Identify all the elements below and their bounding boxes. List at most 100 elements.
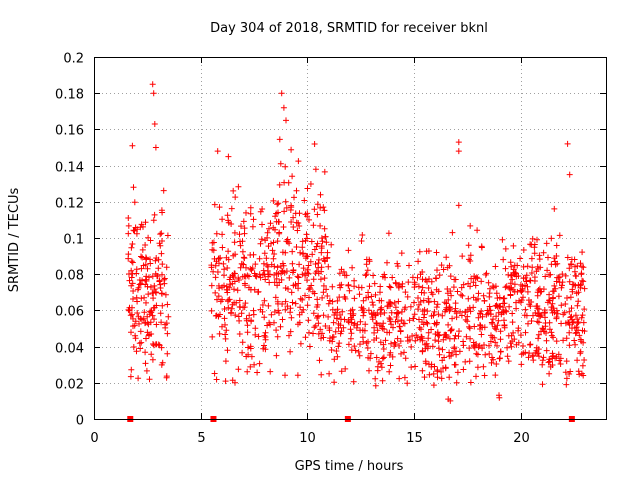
data-point: [208, 307, 215, 314]
data-point: [231, 299, 238, 306]
data-point: [520, 350, 527, 357]
data-point: [364, 267, 371, 274]
data-point: [348, 330, 355, 337]
data-point: [554, 310, 561, 317]
data-point: [563, 335, 570, 342]
data-point: [341, 293, 348, 300]
data-point: [416, 248, 423, 255]
data-point: [314, 201, 321, 208]
data-point: [444, 264, 451, 271]
data-point: [504, 353, 511, 360]
data-point: [568, 305, 575, 312]
data-point: [381, 309, 388, 316]
data-point: [284, 303, 291, 310]
data-point: [272, 294, 279, 301]
data-point: [550, 305, 557, 312]
data-point: [328, 241, 335, 248]
data-point: [125, 255, 132, 262]
data-point: [342, 365, 349, 372]
data-point: [165, 313, 172, 320]
data-point: [454, 288, 461, 295]
data-point: [566, 308, 573, 315]
data-point: [302, 292, 308, 299]
data-point: [273, 210, 280, 217]
data-point: [262, 346, 269, 353]
data-point: [209, 239, 216, 246]
data-point: [240, 218, 247, 225]
data-point: [312, 261, 319, 267]
data-point: [134, 298, 141, 305]
data-point: [354, 321, 361, 328]
data-point: [529, 353, 536, 360]
data-point: [128, 244, 135, 251]
data-point: [135, 375, 142, 382]
data-point: [216, 204, 223, 211]
data-point: [334, 297, 341, 304]
data-point: [426, 371, 433, 378]
data-point: [411, 311, 418, 318]
data-point: [351, 277, 358, 284]
data-point: [251, 361, 258, 368]
data-point: [271, 279, 278, 286]
data-point: [552, 258, 558, 265]
data-point: [143, 299, 149, 306]
data-point: [319, 238, 326, 245]
data-point: [208, 262, 215, 269]
data-point: [289, 248, 296, 255]
data-point: [270, 239, 277, 246]
data-point: [220, 260, 227, 267]
data-point: [276, 181, 283, 188]
data-point: [143, 367, 150, 374]
data-point: [406, 317, 413, 324]
data-point: [520, 294, 526, 301]
data-point: [433, 304, 440, 311]
data-point: [153, 289, 160, 296]
x-tick-label: 5: [197, 431, 205, 446]
data-point: [501, 300, 508, 307]
data-point: [271, 251, 278, 257]
data-point: [423, 248, 430, 255]
data-point: [562, 301, 569, 307]
data-point: [446, 349, 453, 356]
data-point: [387, 362, 394, 369]
data-point: [307, 258, 314, 265]
data-point: [422, 358, 429, 365]
data-point: [462, 358, 469, 365]
data-point: [515, 325, 522, 332]
data-point: [275, 300, 281, 307]
data-point: [247, 345, 254, 352]
data-point: [422, 341, 428, 348]
data-point: [487, 307, 494, 314]
data-point: [321, 168, 328, 175]
data-point: [282, 298, 289, 305]
data-point: [567, 261, 574, 267]
data-point: [398, 317, 405, 324]
data-point: [444, 290, 451, 297]
data-point: [274, 238, 281, 245]
data-point: [559, 282, 565, 289]
data-point: [156, 277, 163, 284]
data-point: [536, 256, 543, 263]
data-point: [549, 288, 556, 295]
data-point: [270, 255, 277, 262]
data-point: [466, 358, 473, 365]
data-point: [333, 348, 340, 354]
data-point: [552, 261, 559, 268]
data-point: [259, 206, 266, 212]
data-point: [508, 332, 515, 339]
data-point: [445, 296, 452, 303]
data-point: [221, 282, 227, 289]
data-point: [426, 361, 432, 368]
data-point: [493, 302, 500, 309]
data-point: [474, 364, 481, 371]
data-point: [130, 323, 136, 330]
data-point: [387, 349, 394, 356]
data-point: [377, 322, 383, 329]
data-point: [525, 320, 531, 327]
data-point: [366, 258, 373, 265]
data-point: [401, 349, 407, 356]
data-point: [528, 270, 535, 276]
data-point: [454, 369, 461, 376]
data-point: [273, 327, 280, 334]
data-point: [221, 272, 227, 279]
